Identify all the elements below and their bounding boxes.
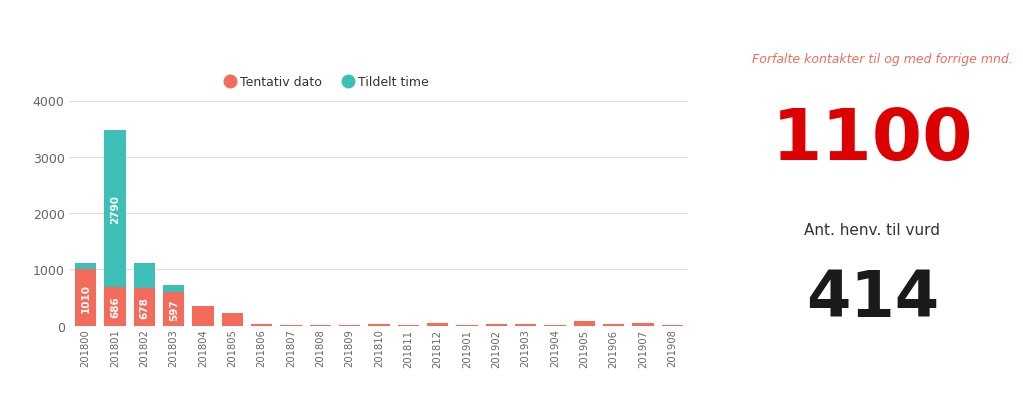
Bar bbox=[486, 325, 507, 326]
Text: 2790: 2790 bbox=[110, 195, 120, 224]
Bar bbox=[75, 269, 96, 326]
Text: Tentativ dato: Tentativ dato bbox=[240, 75, 322, 89]
Text: 414: 414 bbox=[806, 268, 939, 330]
Bar bbox=[104, 288, 126, 326]
Text: Forfalte kontakter til og med forrige mnd.: Forfalte kontakter til og med forrige mn… bbox=[752, 53, 1013, 66]
Bar bbox=[428, 323, 448, 326]
Text: 1100: 1100 bbox=[771, 106, 973, 175]
Bar bbox=[574, 322, 595, 326]
Bar bbox=[604, 324, 624, 326]
Bar bbox=[632, 323, 654, 326]
Text: 1010: 1010 bbox=[81, 283, 91, 312]
Text: 597: 597 bbox=[169, 298, 179, 320]
Bar bbox=[310, 325, 330, 326]
Bar bbox=[163, 286, 184, 292]
Bar bbox=[398, 325, 418, 326]
Text: Tildelt time: Tildelt time bbox=[358, 75, 429, 89]
Bar bbox=[134, 264, 154, 288]
Bar bbox=[340, 325, 360, 326]
Bar bbox=[456, 325, 478, 326]
Bar bbox=[75, 264, 96, 269]
Bar bbox=[544, 325, 566, 326]
Bar bbox=[104, 131, 126, 288]
Bar bbox=[662, 325, 683, 326]
Bar bbox=[516, 324, 536, 326]
Text: 678: 678 bbox=[139, 296, 149, 318]
Bar bbox=[251, 324, 272, 326]
Bar bbox=[280, 325, 302, 326]
Text: Ant. henv. til vurd: Ant. henv. til vurd bbox=[804, 223, 940, 238]
Bar bbox=[163, 292, 184, 326]
Bar bbox=[368, 325, 390, 326]
Text: Planlagte kontakter (tildelt/tentativ time): Planlagte kontakter (tildelt/tentativ ti… bbox=[12, 17, 570, 41]
Text: 686: 686 bbox=[110, 296, 120, 318]
Bar bbox=[222, 313, 242, 326]
Bar bbox=[192, 306, 214, 326]
Bar bbox=[134, 288, 154, 326]
